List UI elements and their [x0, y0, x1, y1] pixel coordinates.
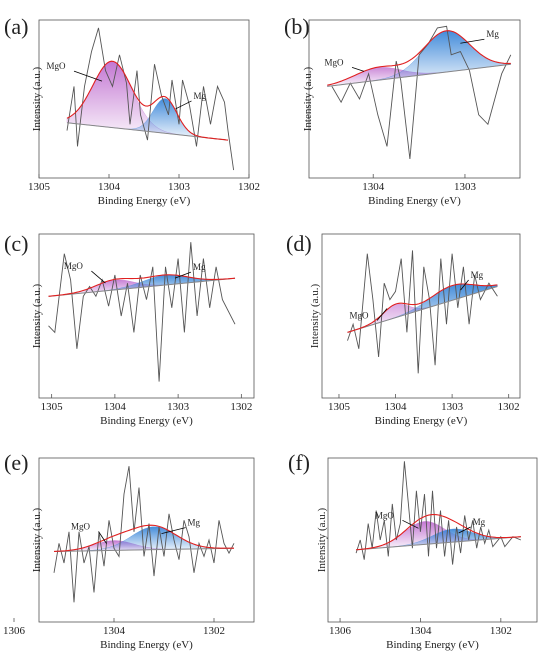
y-axis-label: Intensity (a.u.) — [31, 66, 43, 131]
panel-b: (b) 1304 1303 Binding Energy (eV) Intensity … — [284, 14, 521, 207]
x-tick-label: 1303 — [167, 401, 190, 413]
peak-pointer — [460, 279, 469, 291]
x-tick-label: 1306 — [3, 625, 26, 637]
x-tick-label: 1302 — [203, 625, 225, 637]
peak-label-mg: Mg — [188, 518, 201, 528]
x-tick-label: 1306 — [329, 625, 352, 637]
raw-spectrum-line — [347, 250, 498, 374]
y-axis-label: Intensity (a.u.) — [302, 66, 314, 131]
panel-d: (d) 1305 1304 1303 1302 Binding Energy (eV) In… — [286, 231, 521, 427]
background-line — [53, 547, 235, 552]
fit-envelope-line — [66, 60, 229, 141]
raw-spectrum-line — [53, 466, 235, 603]
x-tick-label: 1304 — [98, 181, 121, 193]
fit-envelope-line — [356, 514, 521, 551]
fit-envelope-line — [347, 283, 498, 333]
x-tick-label: 1304 — [362, 181, 385, 193]
raw-spectrum-line — [48, 242, 236, 382]
panel-label: (f) — [288, 450, 310, 475]
x-tick-label: 1303 — [168, 181, 191, 193]
peak-label-mgo: MgO — [350, 310, 370, 320]
panel-f: (f) 1306 1304 1302 Binding Energy (eV) Intens… — [288, 450, 538, 651]
x-axis-label: Binding Energy (eV) — [375, 415, 468, 427]
peak-pointer — [460, 38, 485, 44]
panel-e: (e) 1306 1304 1302 Binding Energy (eV) Intens… — [3, 450, 255, 651]
plot-frame — [38, 233, 255, 399]
x-axis-label: Binding Energy (eV) — [368, 195, 461, 207]
panel-label: (a) — [4, 14, 28, 39]
peak-label-mg: Mg — [473, 517, 486, 527]
peak-label-mg: Mg — [193, 262, 206, 272]
peak-label-mgo: MgO — [46, 61, 66, 71]
raw-spectrum-line — [355, 461, 522, 565]
panel-a: (a) 1305 1304 1303 1302 Binding Energy (eV) In… — [4, 14, 260, 207]
background-line — [48, 277, 236, 297]
peak-pointer — [174, 271, 192, 279]
background-line — [327, 63, 511, 87]
peak-label-mg: Mg — [486, 29, 499, 39]
plot-frame — [327, 457, 538, 623]
x-tick-label: 1304 — [104, 401, 127, 413]
peak-label-mgo: MgO — [375, 510, 395, 520]
plot-frame — [308, 19, 521, 179]
panel-c: (c) 1305 1304 1303 1302 Binding Energy (eV) In… — [4, 231, 255, 427]
peak-pointer — [91, 270, 106, 284]
y-axis-label: Intensity (a.u.) — [316, 507, 328, 572]
panel-label: (c) — [4, 231, 28, 256]
fit-envelope-line — [327, 30, 511, 86]
fit-envelope-line — [53, 524, 234, 552]
plot-frame — [321, 233, 521, 399]
panel-label: (d) — [286, 231, 312, 256]
x-axis-label: Binding Energy (eV) — [386, 639, 479, 651]
x-tick-label: 1302 — [238, 181, 260, 193]
peak-pointer — [458, 526, 471, 534]
y-axis-label: Intensity (a.u.) — [309, 283, 321, 348]
peak-pointer — [98, 531, 107, 544]
x-tick-label: 1304 — [385, 401, 408, 413]
x-tick-label: 1304 — [409, 625, 432, 637]
peak-pointer — [351, 67, 365, 72]
fit-envelope-line — [48, 274, 236, 297]
peak-pointer — [73, 70, 103, 82]
x-tick-label: 1302 — [498, 401, 520, 413]
panel-label: (b) — [284, 14, 310, 39]
background-line — [356, 536, 521, 551]
panel-label: (e) — [4, 450, 28, 475]
x-tick-label: 1302 — [490, 625, 512, 637]
x-tick-label: 1302 — [230, 401, 252, 413]
peak-label-mgo: MgO — [325, 57, 345, 67]
plot-frame — [38, 457, 255, 623]
raw-spectrum-line — [66, 27, 235, 171]
x-tick-label: 1303 — [441, 401, 464, 413]
x-axis-label: Binding Energy (eV) — [100, 639, 193, 651]
x-tick-label: 1303 — [454, 181, 477, 193]
peak-pointer — [402, 519, 419, 529]
plot-frame — [38, 19, 250, 179]
peak-label-mg: Mg — [194, 91, 207, 101]
x-tick-label: 1305 — [28, 181, 51, 193]
x-axis-label: Binding Energy (eV) — [98, 195, 191, 207]
x-axis-label: Binding Energy (eV) — [100, 415, 193, 427]
peak-label-mgo: MgO — [71, 521, 91, 531]
y-axis-label: Intensity (a.u.) — [31, 507, 43, 572]
raw-spectrum-line — [331, 25, 512, 160]
peak-pointer — [175, 100, 192, 110]
background-line — [347, 286, 498, 333]
peak-pointer — [376, 308, 388, 321]
y-axis-label: Intensity (a.u.) — [31, 283, 43, 348]
x-tick-label: 1305 — [328, 401, 351, 413]
peak-label-mgo: MgO — [64, 261, 84, 271]
x-tick-label: 1304 — [103, 625, 126, 637]
peak-label-mg: Mg — [471, 270, 484, 280]
x-tick-label: 1305 — [41, 401, 64, 413]
peak-pointer — [161, 527, 186, 534]
